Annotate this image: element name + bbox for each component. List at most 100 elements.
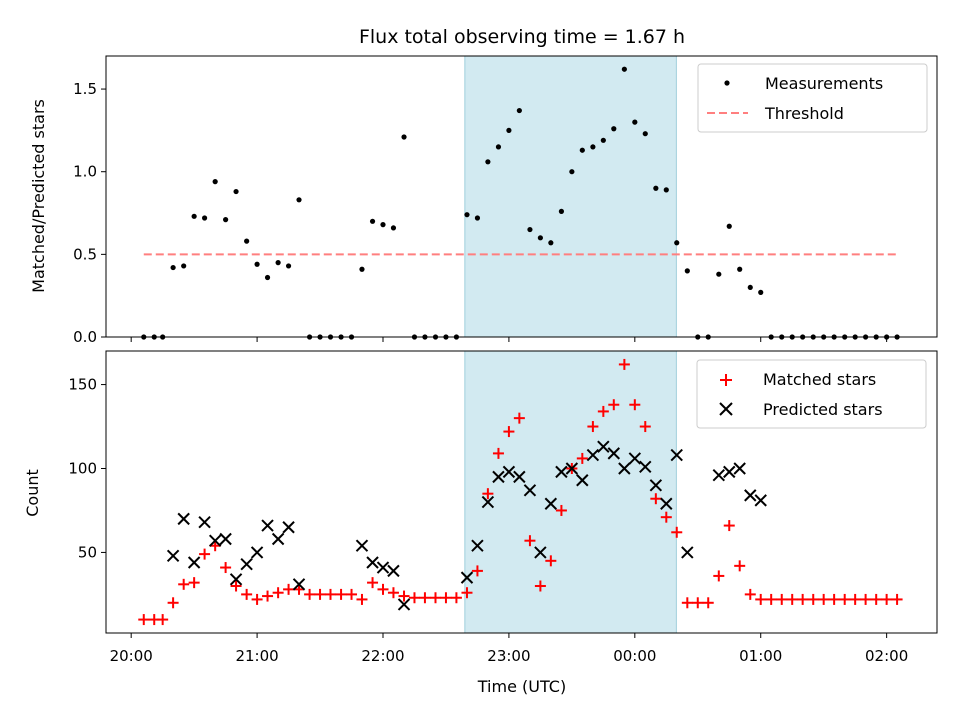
measurement-point [726, 223, 732, 229]
measurement-point [264, 274, 271, 281]
matched-point [755, 593, 767, 605]
matched-point [367, 577, 379, 589]
matched-point [692, 597, 704, 609]
measurement-point [516, 107, 522, 114]
predicted-point [733, 462, 746, 475]
predicted-point [187, 556, 201, 569]
measurement-point [359, 266, 365, 272]
top-y-tick-label: 0.5 [73, 245, 97, 263]
matched-point [157, 614, 169, 626]
matched-point [545, 555, 557, 567]
matched-point [220, 562, 232, 574]
matched-point [167, 597, 179, 609]
measurement-point [464, 212, 470, 218]
matched-point [818, 593, 830, 605]
matched-point [430, 592, 442, 604]
measurement-point [537, 235, 543, 241]
matched-point [744, 588, 756, 600]
predicted-point [292, 578, 306, 591]
measurement-point [495, 144, 502, 150]
measurement-point [212, 179, 218, 185]
x-tick-label: 21:00 [235, 647, 278, 665]
matched-point [230, 580, 242, 592]
matched-point [398, 590, 410, 602]
bottom-y-axis-label: Count [23, 469, 42, 517]
matched-point [629, 399, 641, 411]
measurement-point [758, 289, 764, 295]
matched-point [849, 593, 861, 605]
matched-point [576, 452, 588, 464]
predicted-point [177, 512, 190, 526]
matched-point [891, 593, 903, 605]
chart-title: Flux total observing time = 1.67 h [359, 26, 685, 48]
measurement-point [548, 240, 554, 246]
measurement-point [590, 144, 596, 150]
measurement-point [632, 119, 638, 125]
x-axis-label: Time (UTC) [477, 677, 566, 696]
bottom-highlight-span [464, 350, 677, 634]
x-tick-label: 20:00 [110, 647, 153, 665]
legend-predicted-marker [719, 402, 733, 416]
matched-point [262, 590, 274, 602]
predicted-point [534, 546, 547, 559]
matched-point [356, 593, 368, 605]
measurement-point [611, 126, 617, 132]
predicted-point [166, 549, 180, 562]
matched-point [765, 593, 777, 605]
matched-point [440, 592, 452, 604]
matched-point [272, 587, 284, 599]
matched-point [199, 548, 211, 560]
predicted-point [481, 495, 495, 509]
predicted-point [744, 489, 757, 502]
predicted-point [649, 479, 663, 492]
predicted-point [250, 546, 264, 559]
matched-point [138, 614, 150, 626]
matched-point [524, 535, 536, 547]
legend-measurements-marker [724, 80, 730, 86]
bottom-y-tick-label: 100 [68, 460, 97, 478]
measurement-point [653, 185, 659, 191]
top-panel-frame [105, 55, 938, 338]
measurement-point [191, 213, 197, 219]
matched-point [314, 588, 326, 600]
measurement-point [181, 263, 187, 269]
matched-point [387, 587, 399, 599]
top-y-tick-label: 1.5 [73, 80, 97, 98]
x-tick-label: 22:00 [361, 647, 404, 665]
matched-point [723, 520, 735, 532]
measurement-point [223, 217, 229, 223]
legend-matched-label: Matched stars [763, 370, 876, 389]
matched-point [513, 412, 525, 424]
measurement-point [684, 268, 690, 274]
matched-point [650, 493, 662, 505]
predicted-point [565, 462, 579, 475]
matched-point [639, 421, 651, 433]
predicted-point [208, 534, 222, 547]
top-legend: Measurements Threshold [697, 63, 928, 133]
measurement-point [716, 271, 722, 277]
predicted-point [628, 452, 642, 465]
predicted-point [660, 497, 673, 510]
measurement-point [369, 218, 376, 224]
matched-point [555, 504, 567, 516]
measurement-point [275, 260, 281, 266]
predicted-point [261, 519, 274, 532]
matched-point [734, 560, 746, 572]
matched-point [534, 580, 546, 592]
bottom-legend-box [696, 359, 927, 429]
matched-point [283, 583, 295, 595]
predicted-point [376, 561, 390, 574]
matched-point [482, 488, 494, 500]
predicted-point [397, 598, 411, 611]
measurement-point [621, 66, 627, 72]
x-tick-label: 02:00 [865, 647, 908, 665]
top-y-axis-label: Matched/Predicted stars [29, 99, 48, 293]
predicted-point [271, 532, 285, 546]
matched-point [681, 597, 693, 609]
matched-point [828, 593, 840, 605]
bottom-y-tick-label: 50 [78, 543, 97, 561]
predicted-point [355, 539, 369, 552]
predicted-point [681, 546, 694, 559]
bottom-y-tick-label: 150 [68, 376, 97, 394]
predicted-point [586, 448, 600, 462]
